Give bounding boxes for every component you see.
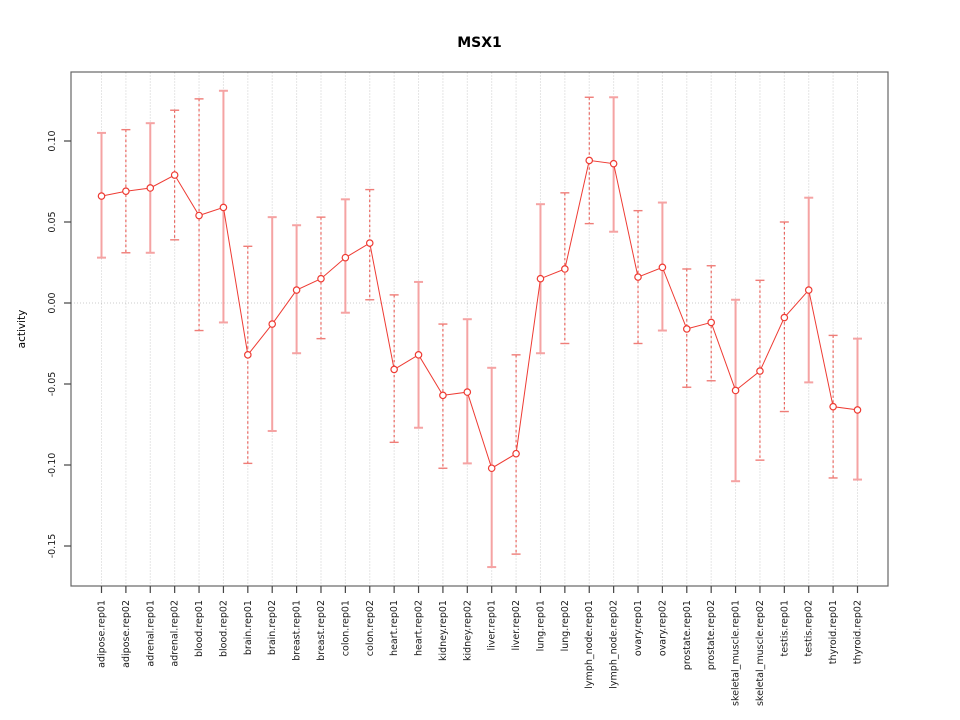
x-tick-label: lymph_node.rep02 [609, 600, 620, 689]
y-tick-label: -0.10 [47, 453, 58, 478]
data-point-marker [682, 325, 691, 333]
x-tick-label: blood.rep02 [218, 600, 229, 657]
data-point-marker [585, 156, 594, 165]
data-point-marker [829, 402, 837, 411]
data-point-marker [341, 253, 350, 262]
grid-layer [71, 72, 888, 586]
x-tick-label: testis.rep01 [779, 600, 790, 657]
axis-layer: 0.10 0.05 0.00 -0.05 -0.10 -0.15 adipose.rep01… [47, 71, 889, 706]
series-line [101, 159, 858, 469]
y-tick-label: -0.15 [47, 534, 58, 559]
data-point-marker [512, 449, 520, 458]
data-point-marker [146, 184, 155, 192]
chart-title: MSX1 [457, 35, 502, 51]
data-point-marker [244, 351, 252, 359]
markers-layer [97, 156, 862, 473]
data-point-marker [487, 464, 496, 473]
x-tick-label: colon.rep01 [340, 600, 351, 656]
y-tick-label: 0.00 [47, 292, 58, 313]
data-point-marker [780, 313, 789, 322]
x-tick-label: kidney.rep01 [438, 600, 449, 661]
data-point-marker [634, 273, 642, 281]
data-point-marker [804, 286, 813, 294]
x-tick-label: adrenal.rep02 [170, 600, 181, 667]
data-point-marker [219, 203, 228, 212]
x-tick-label: adipose.rep02 [121, 600, 132, 668]
data-point-marker [536, 274, 545, 283]
plot-frame [70, 71, 889, 587]
series-line-layer [101, 159, 858, 469]
y-tick-label: 0.10 [47, 130, 58, 151]
data-point-marker [414, 351, 423, 359]
x-tick-label: adrenal.rep01 [145, 600, 156, 667]
y-tick-label: 0.05 [47, 211, 58, 232]
x-tick-label: testis.rep02 [804, 600, 815, 657]
x-tick-label: colon.rep02 [365, 600, 376, 656]
x-tick-label: lymph_node.rep01 [584, 600, 595, 689]
x-tick-label: kidney.rep02 [462, 600, 473, 661]
x-tick-label: adipose.rep01 [97, 600, 108, 668]
x-tick-label: ovary.rep01 [633, 600, 644, 656]
data-point-marker [658, 263, 667, 272]
data-point-marker [853, 406, 862, 414]
x-tick-label: blood.rep01 [194, 600, 205, 657]
data-point-marker [756, 367, 764, 375]
data-point-marker [170, 171, 179, 179]
data-point-marker [195, 211, 203, 220]
data-point-marker [439, 391, 447, 400]
data-point-marker [268, 320, 277, 328]
y-tick-label: -0.05 [47, 372, 58, 397]
data-point-marker [731, 386, 740, 395]
x-tick-label: brain.rep01 [243, 600, 254, 655]
x-tick-label: thyroid.rep01 [828, 600, 839, 664]
x-tick-label: lung.rep01 [535, 600, 546, 651]
data-point-marker [609, 159, 618, 168]
data-point-marker [707, 318, 715, 327]
x-tick-label: lung.rep02 [560, 600, 571, 651]
data-point-marker [561, 265, 569, 273]
error-bars-layer [97, 89, 862, 569]
x-tick-label: heart.rep02 [414, 600, 425, 656]
x-tick-label: liver.rep01 [487, 600, 498, 650]
data-point-marker [122, 187, 130, 196]
data-point-marker [317, 274, 325, 283]
data-point-marker [463, 388, 472, 396]
x-tick-label: skeletal_muscle.rep01 [731, 600, 742, 706]
x-tick-label: thyroid.rep02 [853, 600, 864, 664]
x-tick-label: liver.rep02 [511, 600, 522, 650]
data-point-marker [365, 239, 374, 247]
x-tick-label: prostate.rep02 [706, 600, 717, 670]
x-tick-label: prostate.rep01 [682, 600, 693, 670]
data-point-marker [292, 286, 301, 294]
x-tick-label: ovary.rep02 [657, 600, 668, 656]
y-axis-label: activity [16, 310, 28, 349]
x-tick-label: heart.rep01 [389, 600, 400, 656]
x-tick-label: breast.rep01 [292, 600, 303, 661]
data-point-marker [390, 365, 398, 374]
x-tick-label: brain.rep02 [267, 600, 278, 655]
x-tick-label: breast.rep02 [316, 600, 327, 661]
x-tick-label: skeletal_muscle.rep02 [755, 600, 766, 706]
data-point-marker [97, 192, 106, 200]
